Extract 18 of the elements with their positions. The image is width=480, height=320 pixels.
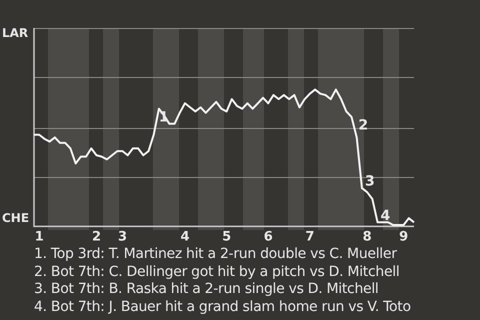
text: CHE — [2, 211, 30, 225]
x-tick-label: 8 — [362, 230, 372, 245]
text: LAR — [2, 26, 28, 40]
annotation: 3 — [364, 174, 375, 190]
x-tick-label: 9 — [399, 230, 408, 245]
x-tick-label: 2 — [92, 230, 101, 245]
x-tick-label: 7 — [305, 230, 314, 245]
x-tick-label: 1 — [34, 230, 44, 245]
text: 1. Top 3rd: T. Martinez hit a 2-run double vs C. Mueller — [34, 246, 398, 264]
text: 2. Bot 7th: C. Dellinger got hit by a pitch vs D. Mitchell — [34, 264, 400, 282]
x-tick-label: 5 — [222, 230, 232, 245]
x-tick-label: 3 — [118, 230, 128, 245]
x-tick-label: 6 — [264, 230, 273, 245]
text: 3. Bot 7th: B. Raska hit a 2-run single vs D. Mitchell — [34, 281, 380, 299]
annotation: 4 — [380, 208, 391, 224]
text: 4. Bot 7th: J. Bauer hit a grand slam home run vs V. Toto — [34, 298, 411, 316]
annotation: 2 — [358, 118, 368, 134]
x-tick-label: 4 — [180, 230, 190, 245]
